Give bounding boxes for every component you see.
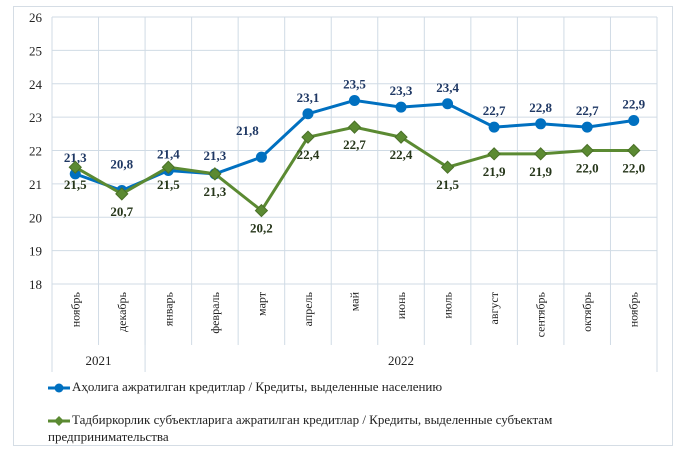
- data-label: 23,5: [343, 76, 366, 91]
- data-point: [488, 121, 500, 133]
- data-label: 20,8: [110, 157, 133, 172]
- data-label: 20,7: [110, 204, 133, 219]
- data-label: 22,9: [622, 96, 645, 111]
- x-tick-label: октябрь: [580, 291, 594, 331]
- data-label: 21,5: [64, 177, 87, 192]
- legend-marker-diamond-icon: [48, 416, 70, 427]
- data-point: [68, 160, 82, 174]
- data-label: 21,4: [157, 147, 180, 162]
- data-label: 21,8: [236, 123, 259, 138]
- y-tick-label: 19: [29, 244, 42, 259]
- x-tick-label: декабрь: [115, 291, 129, 332]
- year-label: 2022: [388, 353, 414, 368]
- data-label: 23,1: [297, 90, 320, 105]
- data-label: 22,7: [576, 103, 599, 118]
- data-point: [254, 203, 269, 218]
- data-point: [347, 120, 362, 134]
- legend-item-population: Аҳолига ажратилган кредитлар / Кредиты, …: [48, 378, 442, 395]
- data-point: [440, 160, 455, 174]
- data-point: [394, 130, 408, 144]
- data-label: 21,3: [204, 148, 227, 163]
- data-point: [395, 101, 407, 113]
- year-label: 2021: [86, 353, 112, 368]
- data-point: [581, 121, 593, 133]
- data-label: 22,8: [529, 100, 552, 115]
- y-tick-label: 20: [29, 210, 42, 225]
- x-tick-label: март: [254, 291, 268, 316]
- data-label: 23,4: [436, 80, 459, 95]
- data-label: 21,3: [204, 184, 227, 199]
- data-point: [208, 167, 222, 181]
- data-point: [628, 114, 640, 126]
- x-tick-label: июнь: [394, 291, 408, 319]
- data-point: [301, 130, 315, 144]
- y-tick-label: 26: [29, 10, 43, 25]
- legend-label: Тадбиркорлик субъектларига ажратилган кр…: [48, 412, 553, 445]
- chart-frame: [13, 6, 673, 446]
- data-point: [349, 94, 360, 106]
- legend-marker-circle-icon: [48, 383, 70, 393]
- data-point: [442, 98, 454, 110]
- y-tick-label: 25: [29, 43, 42, 58]
- x-tick-label: ноябрь: [627, 291, 641, 327]
- data-label: 22,7: [483, 103, 506, 118]
- data-label: 22,7: [343, 137, 366, 152]
- data-point: [487, 147, 501, 161]
- legend-item-business: Тадбиркорлик субъектларига ажратилган кр…: [48, 411, 648, 445]
- x-tick-label: август: [487, 291, 501, 324]
- x-tick-label: январь: [161, 291, 175, 326]
- y-tick-label: 22: [29, 144, 42, 159]
- data-label: 21,9: [483, 164, 506, 179]
- data-label: 20,2: [250, 221, 273, 236]
- x-tick-label: май: [348, 291, 362, 311]
- y-tick-label: 23: [29, 110, 42, 125]
- data-label: 22,4: [390, 147, 413, 162]
- data-label: 21,5: [157, 177, 180, 192]
- legend-label: Аҳолига ажратилган кредитлар / Кредиты, …: [72, 379, 443, 394]
- data-label: 21,9: [529, 164, 552, 179]
- x-tick-label: апрель: [301, 291, 315, 326]
- data-label: 22,4: [297, 147, 320, 162]
- data-point: [533, 147, 548, 161]
- data-label: 22,0: [622, 161, 645, 176]
- x-tick-label: июль: [441, 291, 455, 318]
- data-label: 21,5: [436, 177, 459, 192]
- data-point: [161, 160, 176, 174]
- y-tick-label: 24: [29, 77, 43, 92]
- y-tick-label: 21: [29, 177, 42, 192]
- data-label: 23,3: [390, 83, 413, 98]
- data-point: [115, 187, 129, 201]
- data-point: [535, 118, 547, 130]
- x-tick-label: февраль: [208, 291, 222, 333]
- data-label: 21,3: [64, 150, 87, 165]
- data-point: [255, 151, 267, 163]
- data-label: 22,0: [576, 161, 599, 176]
- x-tick-label: сентябрь: [534, 291, 548, 337]
- y-tick-label: 18: [29, 277, 42, 292]
- data-point: [580, 143, 594, 158]
- data-point: [627, 143, 641, 158]
- x-tick-label: ноябрь: [68, 291, 82, 327]
- data-point: [302, 108, 314, 120]
